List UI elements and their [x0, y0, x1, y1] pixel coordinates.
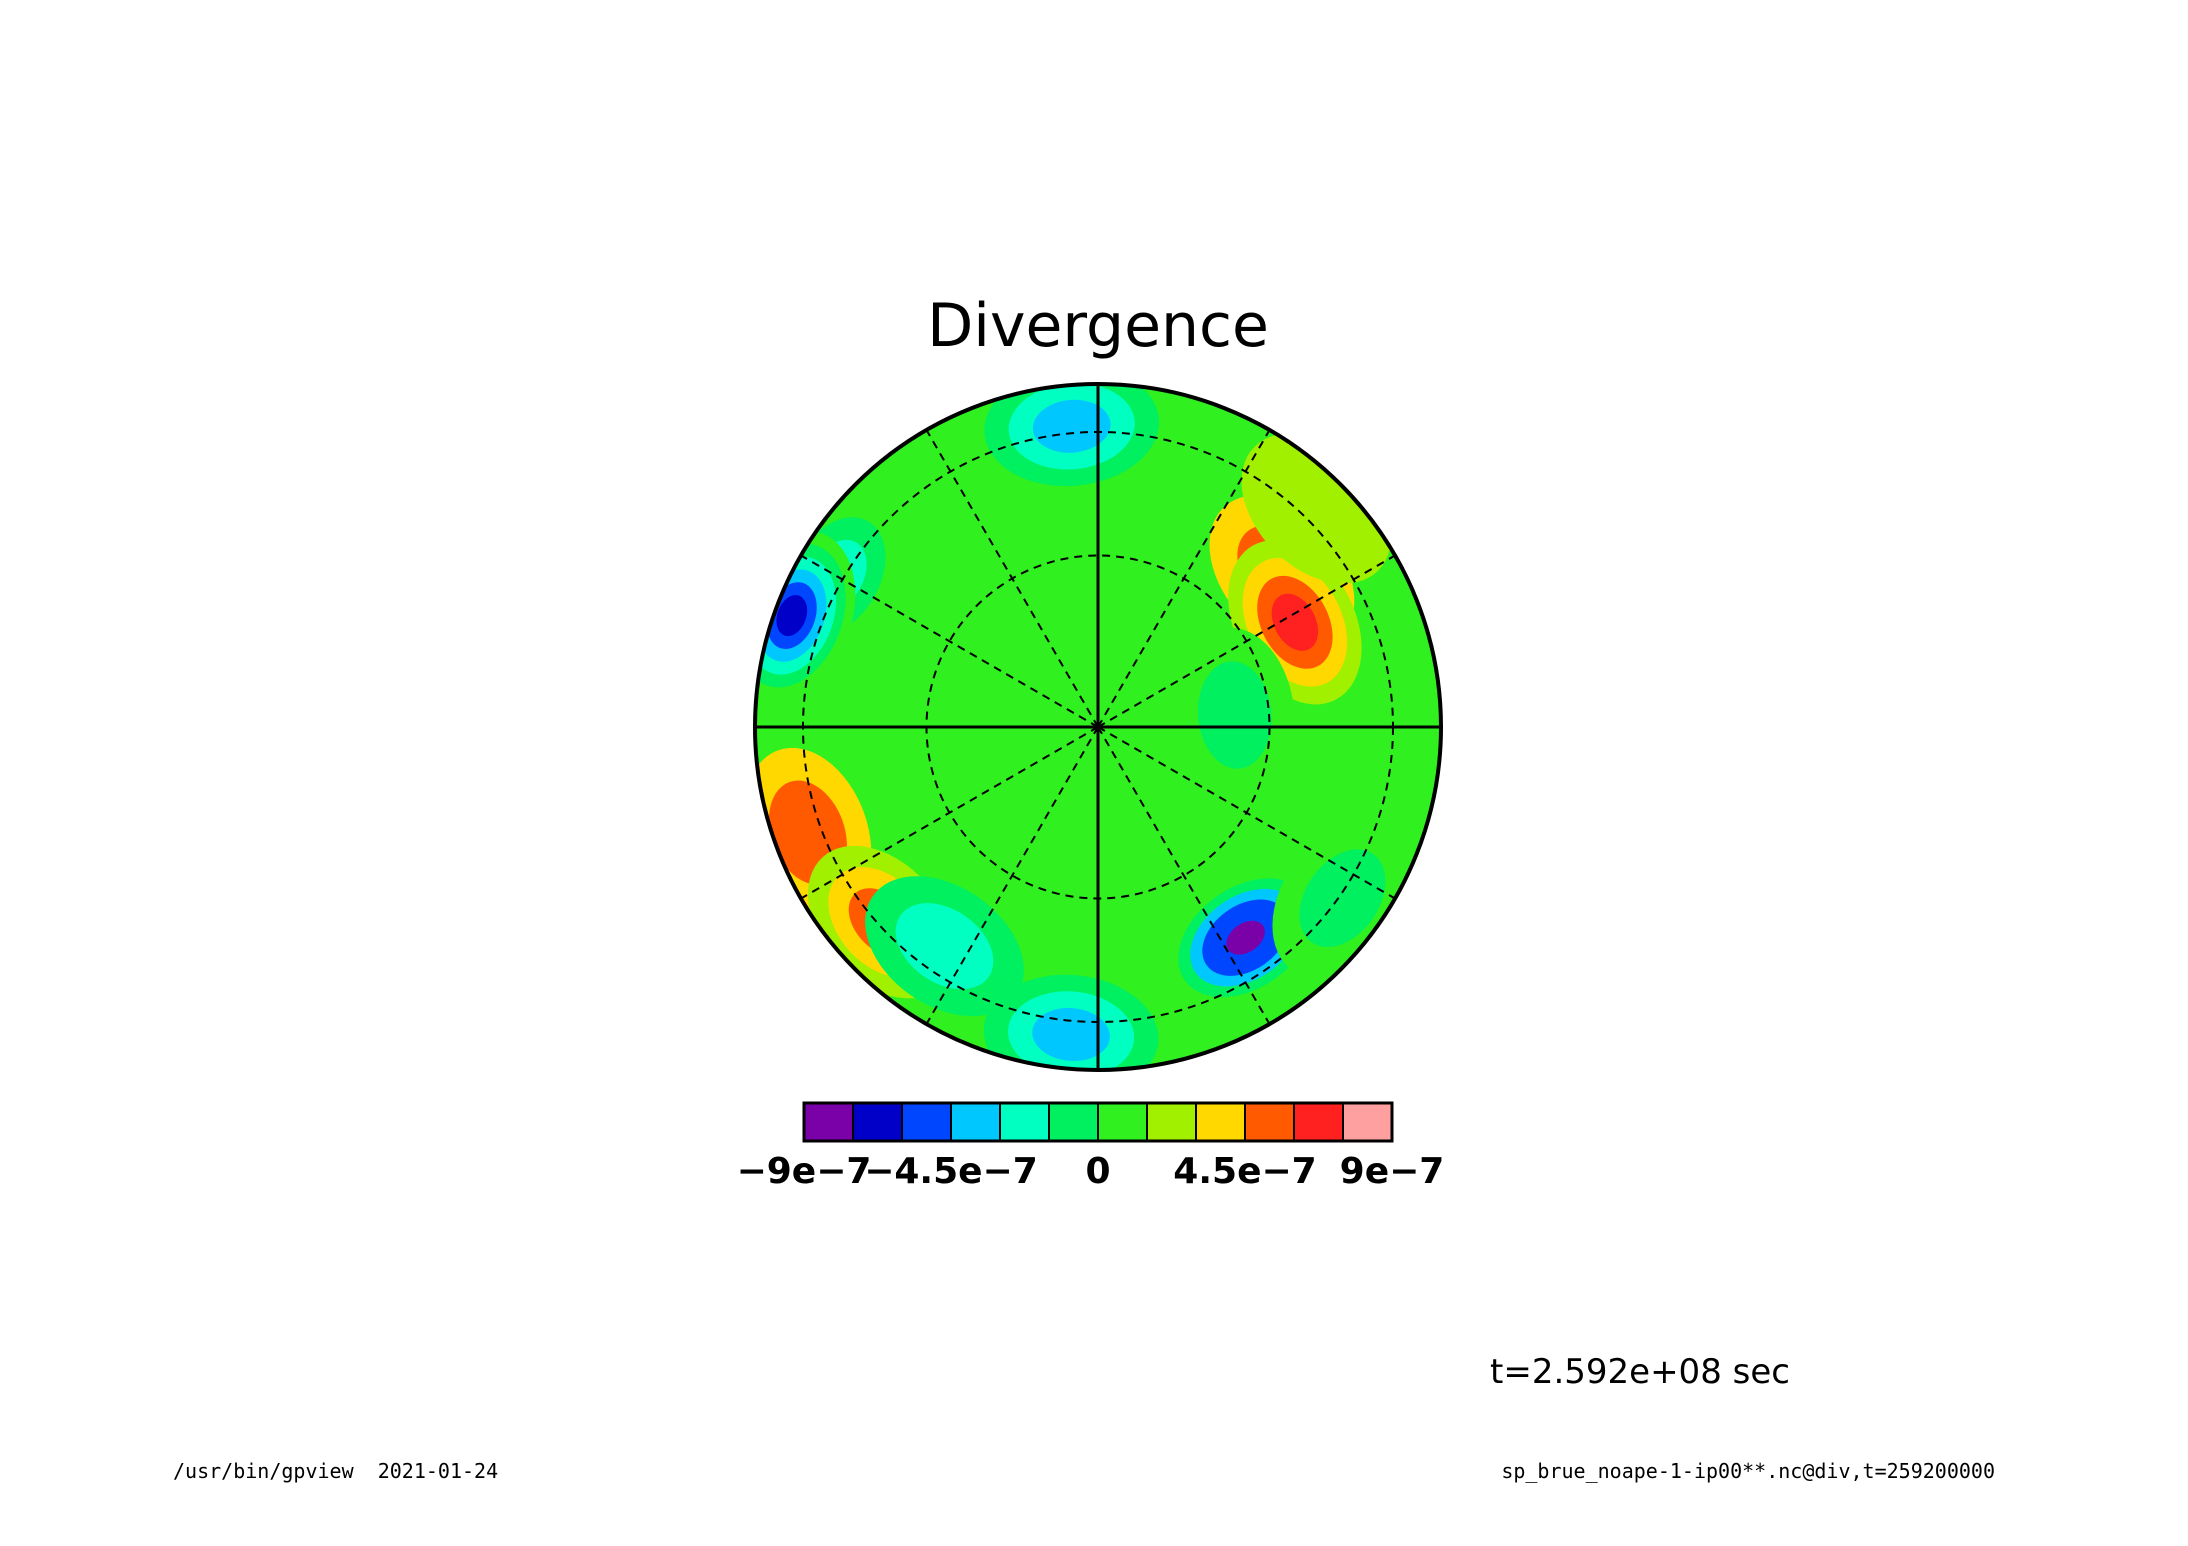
contour-features: [755, 384, 1441, 1070]
colorbar-cell-2: [901, 1102, 952, 1142]
contour-blob-4-2: [1032, 399, 1111, 453]
meridian-300: [1097, 726, 1271, 1025]
colorbar-tick-label-0: −9e−7: [737, 1151, 872, 1192]
meridian-150: [800, 554, 1099, 728]
colorbar-cell-11: [1342, 1102, 1393, 1142]
contour-blob-6-5: [776, 595, 808, 637]
map-boundary: [753, 382, 1443, 1072]
colorbar-cell-1: [852, 1102, 903, 1142]
map-grid: [755, 384, 1441, 1070]
meridian-60: [1097, 429, 1271, 728]
contour-blob-15-1: [1197, 661, 1272, 769]
colorbar-cell-5: [1048, 1102, 1099, 1142]
colorbar-ticks: −9e−7−4.5e−7 0 4.5e−7 9e−7: [737, 1151, 1445, 1192]
colorbar-cell-10: [1293, 1102, 1344, 1142]
contour-blob-7-0: [935, 635, 1055, 811]
time-label: t=2.592e+08 sec: [1490, 1352, 1790, 1392]
contour-blob-11-2: [1032, 1007, 1110, 1062]
colorbar-cell-6: [1097, 1102, 1148, 1142]
polar-map: [753, 382, 1443, 1072]
colorbar-cell-8: [1195, 1102, 1246, 1142]
colorbar-tick-label-3: 4.5e−7: [1173, 1151, 1316, 1192]
meridian-240: [925, 726, 1099, 1025]
colorbar-tick-label-2: 0: [1085, 1151, 1110, 1192]
colorbar-cell-0: [803, 1102, 854, 1142]
meridian-210: [800, 726, 1099, 900]
meridian-120: [925, 429, 1099, 728]
colorbar-tick-label-1: −4.5e−7: [864, 1151, 1038, 1192]
chart-title: Divergence: [927, 291, 1269, 361]
colorbar: [802, 1101, 1394, 1143]
colorbar-cell-4: [999, 1102, 1050, 1142]
colorbar-cell-3: [950, 1102, 1001, 1142]
contour-blob-10-1: [895, 903, 994, 990]
footer-right: sp_brue_noape-1-ip00**.nc@div,t=25920000…: [1501, 1459, 1995, 1483]
meridian-30: [1097, 554, 1396, 728]
contour-blob-2-3: [1271, 593, 1319, 651]
contour-blob-14-1: [1299, 849, 1386, 948]
meridian-330: [1097, 726, 1396, 900]
colorbar-cell-7: [1146, 1102, 1197, 1142]
footer-left: /usr/bin/gpview 2021-01-24: [173, 1459, 498, 1483]
colorbar-tick-label-4: 9e−7: [1340, 1151, 1445, 1192]
contour-blob-12-5: [1226, 920, 1265, 955]
colorbar-frame: [802, 1101, 1394, 1143]
colorbar-cell-9: [1244, 1102, 1295, 1142]
